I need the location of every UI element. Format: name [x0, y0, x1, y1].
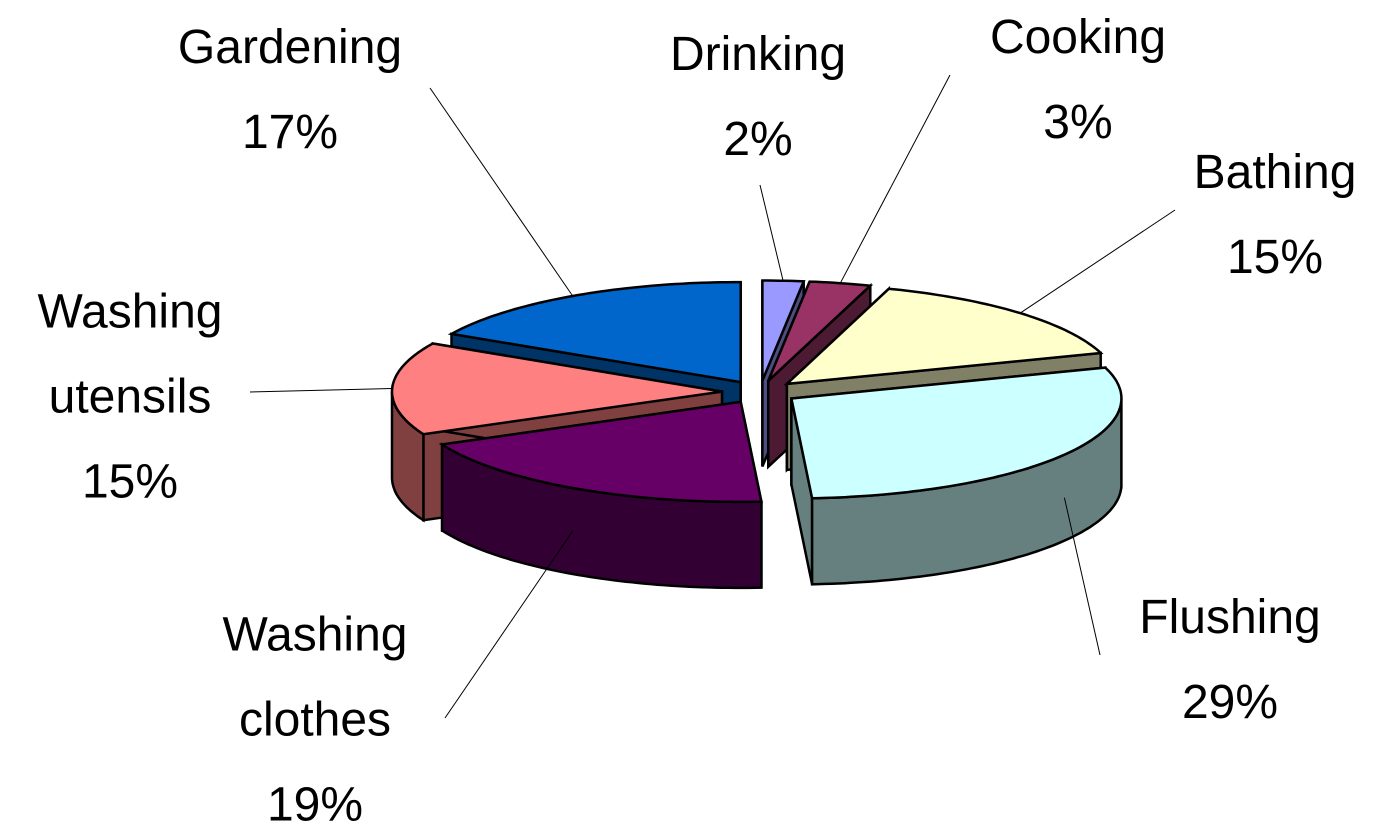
- label-value: 2%: [723, 113, 793, 166]
- slice-top: [789, 366, 1123, 500]
- slice: [438, 400, 763, 590]
- label-value: 29%: [1181, 676, 1279, 729]
- label-value: 15%: [1226, 231, 1324, 284]
- leader-line: [839, 74, 951, 284]
- slice-top: [761, 279, 806, 381]
- leader-line: [1019, 209, 1176, 314]
- leader-line: [444, 530, 574, 719]
- label-name: Washing utensils: [37, 285, 223, 424]
- label-name: Bathing: [1193, 146, 1357, 199]
- label-value: 3%: [1043, 96, 1113, 149]
- data-label: Flushing 29%: [1139, 575, 1320, 745]
- data-label: Washing clothes 19%: [170, 593, 460, 832]
- data-label: Washing utensils 15%: [0, 270, 275, 525]
- label-name: Washing clothes: [222, 608, 408, 747]
- leader-line: [429, 87, 574, 297]
- slice-top: [438, 400, 763, 504]
- leader-line: [759, 184, 784, 281]
- label-name: Flushing: [1139, 591, 1321, 644]
- label-value: 15%: [81, 455, 179, 509]
- data-label: Drinking 2%: [670, 12, 846, 182]
- label-value: 17%: [241, 106, 339, 159]
- label-name: Cooking: [989, 11, 1167, 64]
- data-label: Gardening 17%: [178, 5, 402, 175]
- data-label: Bathing 15%: [1194, 130, 1357, 300]
- label-value: 19%: [266, 778, 364, 832]
- data-label: Cooking 3%: [990, 0, 1166, 165]
- label-name: Gardening: [177, 21, 403, 74]
- slice: [789, 366, 1123, 586]
- leader-line: [249, 388, 393, 393]
- leader-line: [1063, 497, 1101, 656]
- label-name: Drinking: [669, 28, 847, 81]
